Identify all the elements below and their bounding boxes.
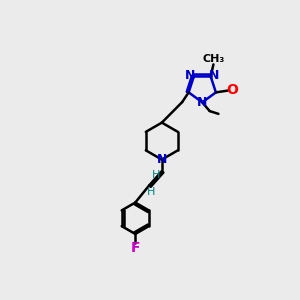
Text: O: O (226, 83, 238, 97)
Text: N: N (185, 69, 195, 82)
Text: F: F (130, 241, 140, 255)
Text: CH₃: CH₃ (203, 54, 225, 64)
Text: H: H (147, 188, 156, 197)
Text: N: N (157, 153, 167, 166)
Text: H: H (152, 170, 160, 180)
Text: N: N (209, 69, 220, 82)
Text: N: N (197, 96, 207, 109)
